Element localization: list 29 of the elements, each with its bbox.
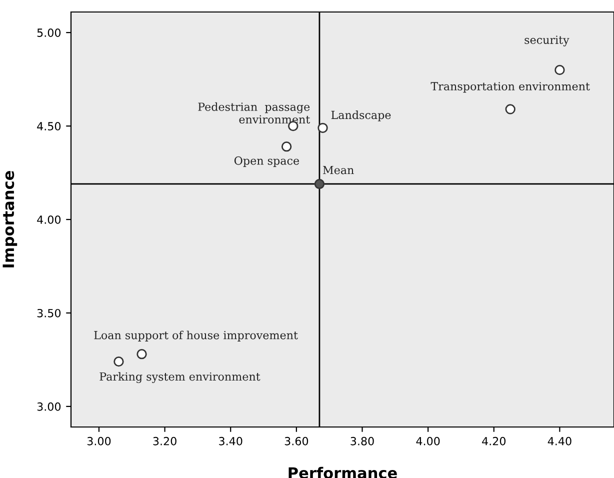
annotation: Mean [323,166,354,174]
y-tick-label: 5.00 [37,28,61,37]
point [281,142,292,152]
point [114,356,124,367]
annotation: Pedestrian passage environment [198,102,310,124]
point [314,178,325,190]
x-tick-label: 4.20 [482,436,506,446]
x-tick-label: 4.40 [548,436,572,446]
point [136,349,147,360]
annotation: Loan support of house improvement [94,330,298,342]
annotation: security [524,36,570,46]
x-tick-label: 3.60 [284,436,308,446]
x-tick-label: 3.20 [153,436,176,446]
point [505,104,516,114]
x-tick-label: 4.00 [416,436,440,446]
y-tick-label: 4.50 [37,122,61,130]
annotation: Open space [234,156,299,167]
y-axis-title: Importance [2,171,18,268]
x-tick-label: 3.80 [350,436,374,446]
annotation: Transportation environment [430,82,590,93]
annotation: Parking system environment [100,372,260,384]
point [554,64,565,76]
y-tick-label: 4.00 [37,215,61,224]
x-tick-label: 3.40 [219,436,242,446]
point [318,122,328,133]
x-tick-label: 3.00 [87,436,111,446]
y-tick-label: 3.50 [37,308,61,318]
y-tick-label: 3.00 [37,402,61,411]
annotation: Landscape [331,110,391,122]
